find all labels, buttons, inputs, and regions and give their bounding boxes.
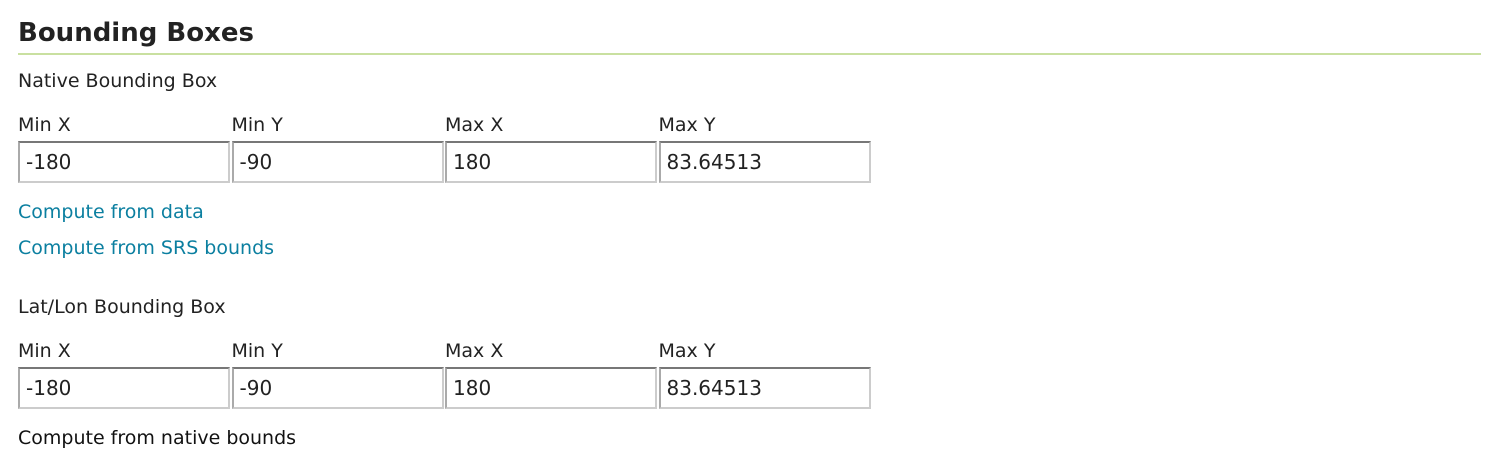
latlon-miny-label: Min Y xyxy=(231,340,283,362)
latlon-maxy-label: Max Y xyxy=(658,340,716,362)
native-maxx-input[interactable] xyxy=(445,141,657,183)
native-miny-input[interactable] xyxy=(231,141,444,183)
native-minx-input[interactable] xyxy=(18,141,230,183)
latlon-bbox-fields: Min X Min Y Max X Max Y xyxy=(18,340,872,409)
compute-from-srs-bounds-link[interactable]: Compute from SRS bounds xyxy=(18,237,275,259)
native-minx-label: Min X xyxy=(18,114,71,136)
section-title: Bounding Boxes xyxy=(18,18,254,48)
native-miny-label: Min Y xyxy=(231,114,283,136)
native-maxy-input[interactable] xyxy=(658,141,871,183)
compute-from-native-bounds-link[interactable]: Compute from native bounds xyxy=(18,427,297,449)
native-bbox-fields: Min X Min Y Max X Max Y xyxy=(18,114,872,183)
native-bbox-label: Native Bounding Box xyxy=(18,70,218,92)
latlon-minx-input[interactable] xyxy=(18,367,230,409)
latlon-maxy-input[interactable] xyxy=(658,367,871,409)
native-maxx-label: Max X xyxy=(445,114,504,136)
section-divider xyxy=(18,53,1481,55)
native-maxy-label: Max Y xyxy=(658,114,716,136)
compute-from-data-link[interactable]: Compute from data xyxy=(18,201,204,223)
latlon-minx-label: Min X xyxy=(18,340,71,362)
latlon-miny-input[interactable] xyxy=(231,367,444,409)
latlon-maxx-input[interactable] xyxy=(445,367,657,409)
latlon-maxx-label: Max X xyxy=(445,340,504,362)
latlon-bbox-label: Lat/Lon Bounding Box xyxy=(18,296,226,318)
